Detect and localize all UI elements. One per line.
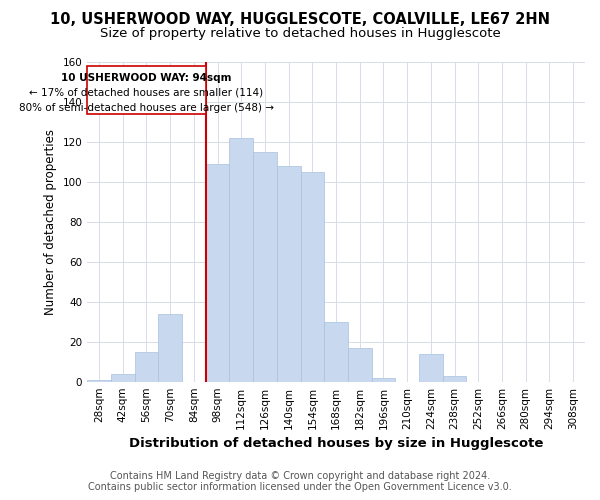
Bar [419,354,443,382]
Text: 80% of semi-detached houses are larger (548) →: 80% of semi-detached houses are larger (… [19,102,274,113]
Bar [134,352,158,382]
Y-axis label: Number of detached properties: Number of detached properties [44,128,57,314]
Text: 10 USHERWOOD WAY: 94sqm: 10 USHERWOOD WAY: 94sqm [61,72,232,83]
Bar [301,172,324,382]
Bar [111,374,134,382]
Bar [87,380,111,382]
Text: Contains HM Land Registry data © Crown copyright and database right 2024.
Contai: Contains HM Land Registry data © Crown c… [88,471,512,492]
Text: ← 17% of detached houses are smaller (114): ← 17% of detached houses are smaller (11… [29,88,263,98]
Text: Size of property relative to detached houses in Hugglescote: Size of property relative to detached ho… [100,28,500,40]
Bar [443,376,466,382]
Bar [206,164,229,382]
Bar [348,348,371,382]
Bar [324,322,348,382]
Bar [229,138,253,382]
FancyBboxPatch shape [87,66,206,114]
X-axis label: Distribution of detached houses by size in Hugglescote: Distribution of detached houses by size … [129,437,543,450]
Bar [277,166,301,382]
Bar [158,314,182,382]
Text: 10, USHERWOOD WAY, HUGGLESCOTE, COALVILLE, LE67 2HN: 10, USHERWOOD WAY, HUGGLESCOTE, COALVILL… [50,12,550,28]
Bar [253,152,277,382]
Bar [371,378,395,382]
